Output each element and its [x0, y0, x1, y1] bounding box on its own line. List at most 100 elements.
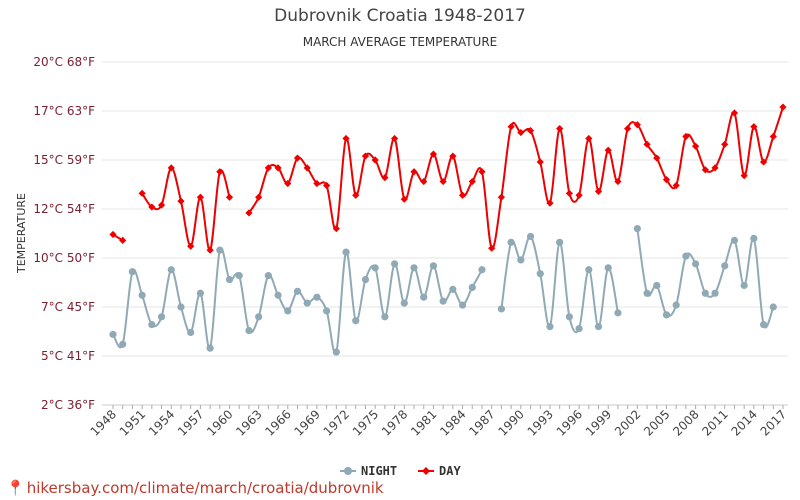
legend-label-day: DAY [439, 464, 461, 478]
data-point-night [759, 321, 768, 329]
data-point-day [750, 123, 758, 131]
data-point-night [313, 293, 321, 301]
data-point-night [662, 311, 671, 319]
data-point-day [109, 230, 117, 239]
data-point-night [119, 340, 127, 348]
y-tick-label: 10°C 50°F [33, 251, 95, 265]
data-point-night [400, 299, 408, 307]
data-point-night [206, 344, 214, 352]
data-point-day [410, 168, 418, 176]
data-point-night [711, 289, 719, 297]
series-line-night [500, 235, 619, 334]
data-point-day [352, 191, 360, 199]
data-point-day [274, 164, 282, 172]
legend[interactable]: NIGHT DAY [340, 464, 461, 478]
data-point-day [701, 166, 709, 174]
data-point-night [565, 313, 573, 321]
data-point-day [594, 187, 603, 195]
legend-label-night: NIGHT [361, 464, 397, 478]
series-day [109, 103, 787, 254]
data-point-day [196, 193, 204, 201]
data-point-night [420, 293, 428, 301]
data-point-day [255, 193, 263, 201]
data-point-night [381, 313, 389, 321]
data-point-day [390, 134, 399, 143]
data-point-night [332, 348, 340, 356]
data-point-night [721, 262, 729, 270]
data-point-day [585, 134, 593, 143]
data-point-night [352, 317, 360, 325]
data-point-day [400, 195, 408, 203]
data-point-night [225, 275, 234, 284]
data-point-day [157, 201, 166, 209]
x-tick-label: 1960 [204, 407, 235, 438]
data-point-night [264, 272, 272, 280]
data-point-night [594, 323, 603, 331]
x-tick-label: 1984 [437, 407, 468, 438]
legend-item-night[interactable]: NIGHT [340, 464, 397, 478]
data-point-day [177, 197, 185, 205]
data-point-day [546, 199, 554, 207]
data-point-night [255, 313, 263, 321]
data-point-day [303, 164, 311, 172]
data-point-night [109, 330, 117, 339]
data-point-day [507, 123, 515, 131]
data-point-night [653, 281, 661, 290]
data-point-day [488, 244, 496, 252]
data-point-night [429, 262, 438, 270]
data-point-day [759, 158, 768, 166]
data-point-night [128, 268, 137, 276]
data-point-day [497, 193, 506, 201]
x-tick-label: 2008 [670, 407, 701, 438]
source-link-text: hikersbay.com/climate/march/croatia/dubr… [26, 479, 384, 497]
x-tick-label: 1981 [408, 407, 439, 438]
data-point-day [653, 154, 661, 162]
x-tick-label: 2014 [728, 407, 759, 438]
data-point-day [138, 189, 146, 197]
data-point-day [721, 140, 729, 148]
x-tick-label: 1987 [466, 407, 497, 438]
data-point-night [187, 328, 195, 337]
data-point-day [633, 121, 641, 129]
legend-item-day[interactable]: DAY [418, 464, 461, 478]
data-point-night [410, 264, 418, 272]
data-point-day [439, 177, 447, 186]
y-tick-label: 20°C 68°F [33, 55, 95, 69]
x-tick-label: 2011 [699, 407, 730, 438]
y-tick-label: 17°C 63°F [33, 104, 95, 118]
chart-title: Dubrovnik Croatia 1948-2017 [274, 6, 526, 26]
data-point-day [517, 128, 525, 137]
data-point-day [468, 177, 476, 186]
data-point-day [478, 168, 486, 176]
data-point-day [740, 172, 748, 180]
data-point-day [614, 177, 622, 186]
data-point-day [429, 150, 438, 158]
data-point-day [526, 127, 535, 135]
data-point-night [672, 301, 680, 309]
data-point-night [682, 252, 690, 260]
data-point-night [633, 225, 641, 233]
x-tick-label: 2017 [758, 407, 789, 438]
data-point-night [585, 266, 593, 274]
data-point-day [293, 154, 302, 162]
series-night [109, 225, 777, 356]
x-tick-label: 1990 [495, 407, 526, 438]
data-point-night [497, 305, 506, 313]
data-point-night [507, 238, 515, 246]
data-point-day [692, 142, 700, 150]
data-point-night [730, 236, 739, 244]
data-point-night [575, 324, 583, 333]
y-axis-ticks: 2°C 36°F 5°C 41°F 7°C 45°F 10°C 50°F 12°C 54… [33, 55, 95, 412]
data-point-night [439, 297, 447, 305]
data-point-night [274, 291, 282, 299]
y-tick-label: 5°C 41°F [41, 349, 95, 363]
y-axis-label: TEMPERATURE [15, 193, 28, 274]
source-link[interactable]: 📍 hikersbay.com/climate/march/croatia/dub… [6, 479, 384, 497]
data-point-night [536, 270, 544, 278]
x-tick-label: 1969 [292, 407, 323, 438]
data-point-day [187, 242, 195, 250]
x-tick-label: 1999 [583, 407, 614, 438]
data-point-day [575, 191, 583, 199]
data-point-night [449, 285, 457, 293]
data-point-day [536, 158, 544, 166]
